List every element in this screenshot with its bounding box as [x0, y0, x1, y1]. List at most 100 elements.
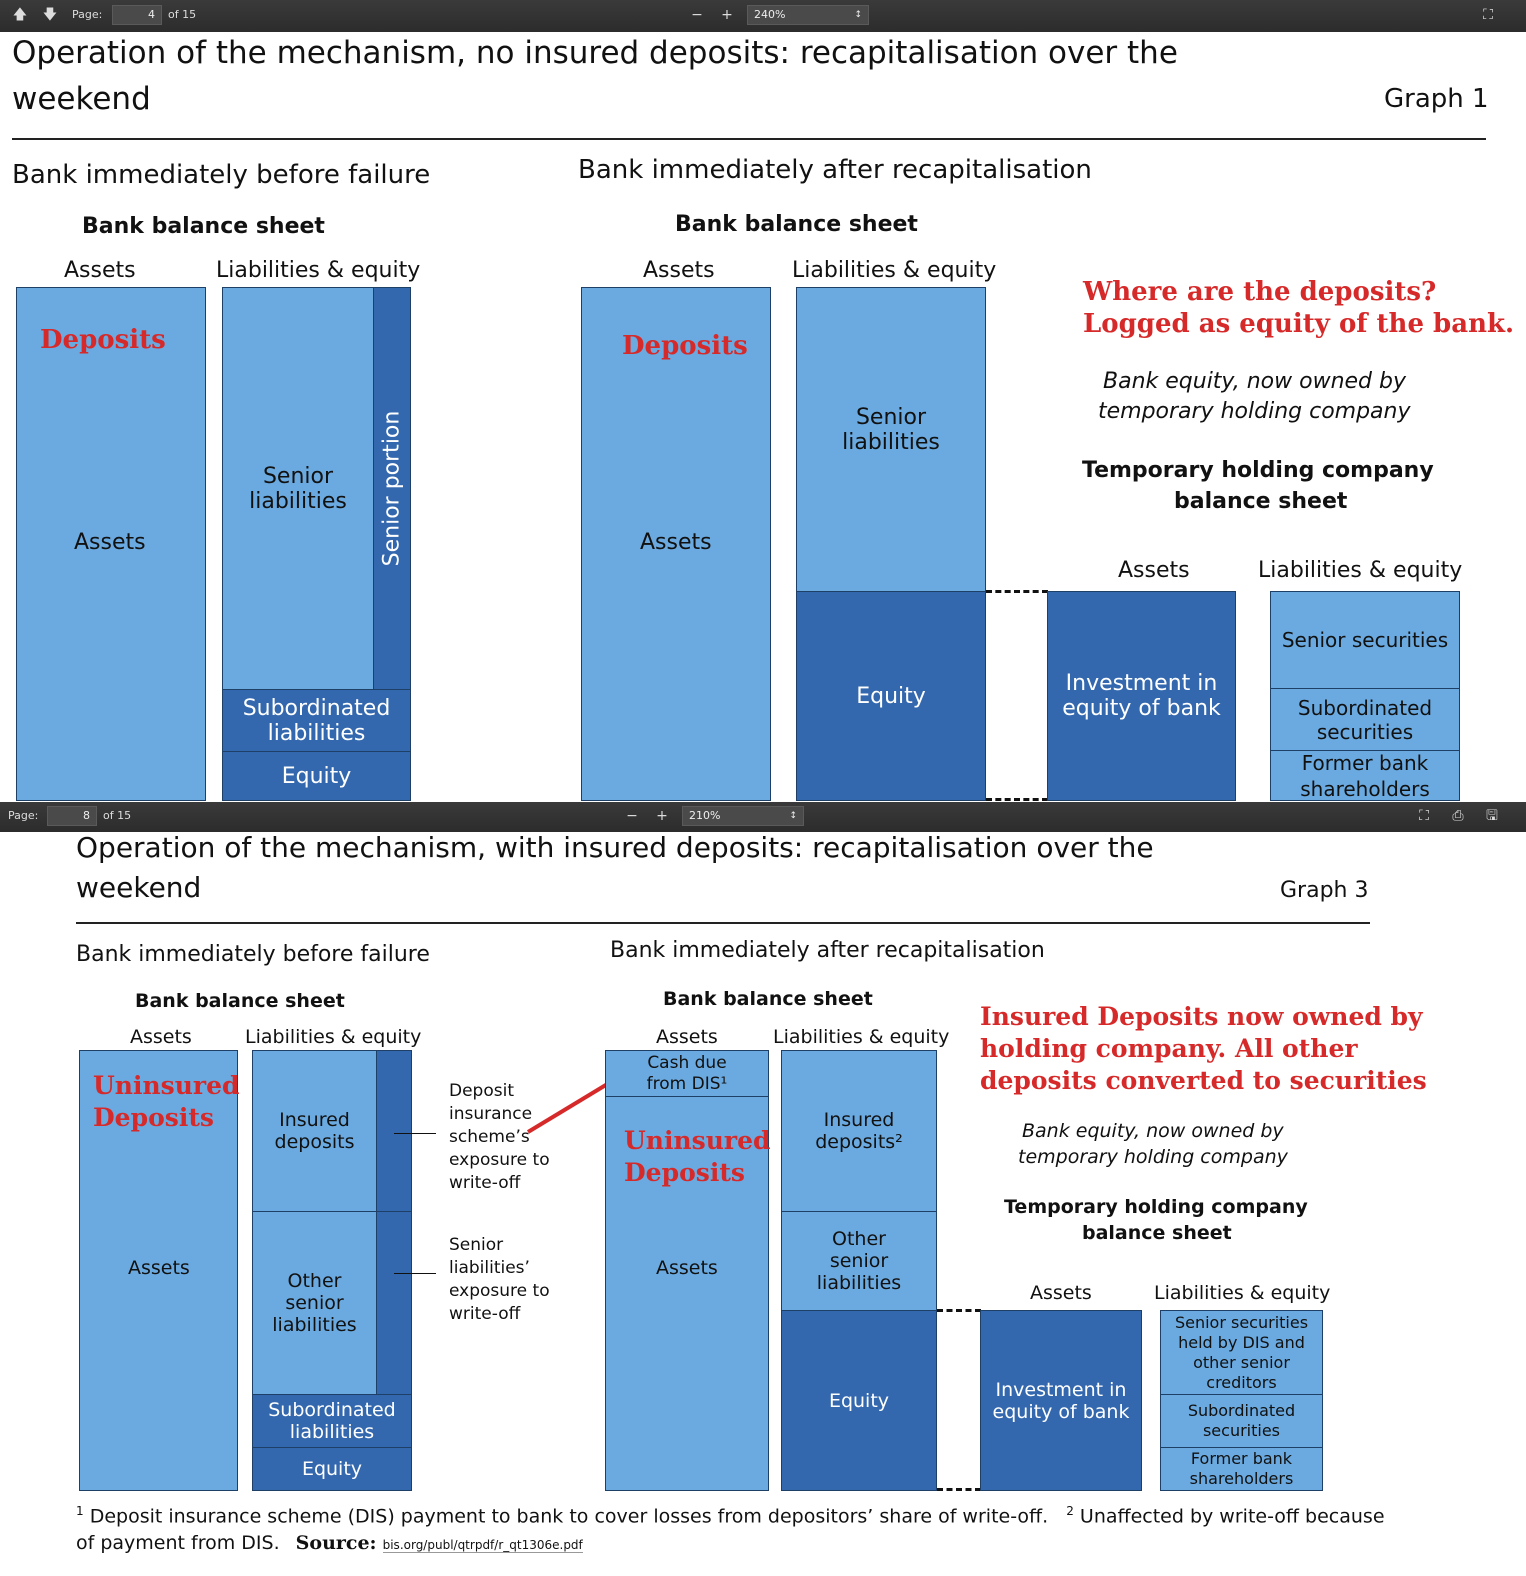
graph1-before-heading: Bank immediately before failure — [12, 160, 431, 190]
graph1-liab-label-after: Liabilities & equity — [792, 258, 997, 283]
graph1-after-heading: Bank immediately after recapitalisation — [578, 155, 1092, 185]
graph3-thc-liab-label: Liabilities & equity — [1154, 1282, 1331, 1304]
pdf-toolbar-top: 🡅 🡇 Page: 4 of 15 − + 240% ↕ ⛶ — [0, 0, 1526, 32]
graph3-assets-label-after: Assets — [656, 1026, 718, 1048]
graph3-pointer-line-2 — [394, 1273, 436, 1274]
graph1-assets-text-after: Assets — [640, 530, 712, 555]
arrow-down-icon[interactable]: 🡇 — [42, 7, 58, 23]
graph3-liab-label-before: Liabilities & equity — [245, 1026, 422, 1048]
graph3-assets-block-before — [79, 1050, 238, 1491]
graph1-assets-text-before: Assets — [74, 530, 146, 555]
source-label: Source: — [295, 1532, 377, 1554]
graph1-bs-title-after: Bank balance sheet — [675, 212, 918, 237]
footnote2-marker: 2 — [1066, 1504, 1074, 1518]
fullscreen-icon[interactable]: ⛶ — [1483, 7, 1493, 23]
graph3-equity-after: Equity — [781, 1310, 937, 1491]
graph1-subordinated-securities: Subordinated securities — [1270, 688, 1460, 751]
graph1-label: Graph 1 — [1384, 84, 1489, 114]
graph3-dis-exposure-text: Deposit insurance scheme’s exposure to w… — [449, 1081, 550, 1193]
graph3-assets-text-before: Assets — [128, 1257, 190, 1279]
graph3-note-line1: Insured Deposits now owned by — [980, 1002, 1423, 1031]
page-total: of 15 — [168, 8, 197, 21]
footnote1-text: Deposit insurance scheme (DIS) payment t… — [89, 1505, 1049, 1528]
graph3-insured-deposits-after: Insured deposits² — [781, 1050, 937, 1212]
graph3-thc-title-1: Temporary holding company — [1004, 1196, 1308, 1218]
source-link[interactable]: bis.org/publ/qtrpdf/r_qt1306e.pdf — [382, 1538, 583, 1553]
graph1-thc-title-2: balance sheet — [1174, 489, 1348, 514]
graph1-assets-label-before: Assets — [64, 258, 136, 283]
graph3-after-heading: Bank immediately after recapitalisation — [610, 938, 1045, 963]
graph3-note-line2: holding company. All other — [980, 1034, 1358, 1063]
graph3-thc-assets-label: Assets — [1030, 1282, 1092, 1304]
fullscreen-icon[interactable]: ⛶ — [1419, 808, 1429, 824]
graph3-label: Graph 3 — [1280, 878, 1369, 903]
graph3-bank-equity-note-1: Bank equity, now owned by — [1022, 1120, 1284, 1142]
zoom-select[interactable]: 240% ↕ — [747, 5, 869, 25]
graph3-assets-label-before: Assets — [130, 1026, 192, 1048]
graph3-uninsured-label-before: Uninsured Deposits — [93, 1071, 240, 1132]
graph1-assets-block-after — [581, 287, 771, 801]
graph1-bank-equity-note-1: Bank equity, now owned by — [1103, 369, 1406, 394]
graph1-rule — [12, 138, 1486, 140]
graph3-former-shareholders: Former bank shareholders — [1160, 1447, 1323, 1491]
graph1-assets-label-after: Assets — [643, 258, 715, 283]
graph3-bs-title-after: Bank balance sheet — [663, 988, 873, 1010]
zoom-select[interactable]: 210% ↕ — [682, 806, 804, 826]
graph1-subordinated-before: Subordinated liabilities — [222, 689, 411, 752]
graph3-title-line1: Operation of the mechanism, with insured… — [76, 831, 1154, 864]
graph3-investment-block: Investment in equity of bank — [980, 1310, 1142, 1491]
graph1-investment-block: Investment in equity of bank — [1047, 591, 1236, 801]
graph3-bank-equity-note-2: temporary holding company — [1018, 1146, 1288, 1168]
graph3-insured-deposits-before: Insured deposits — [252, 1050, 377, 1212]
chevron-updown-icon: ↕ — [789, 811, 797, 821]
graph1-note-line2: Logged as equity of the bank. — [1083, 309, 1515, 339]
graph3-assets-block-after — [605, 1096, 769, 1491]
save-icon[interactable]: 🖫 — [1486, 808, 1498, 824]
graph1-liab-label-before: Liabilities & equity — [216, 258, 421, 283]
plus-icon[interactable]: + — [721, 7, 733, 23]
graph3-subordinated-before: Subordinated liabilities — [252, 1394, 412, 1448]
graph3-subordinated-securities: Subordinated securities — [1160, 1394, 1323, 1448]
graph1-senior-liabilities-after: Senior liabilities — [796, 287, 986, 592]
graph3-other-senior-after: Other senior liabilities — [781, 1211, 937, 1311]
graph1-thc-assets-label: Assets — [1118, 558, 1190, 583]
minus-icon[interactable]: − — [626, 808, 638, 824]
pdf-toolbar-middle: Page: 8 of 15 − + 210% ↕ ⛶ ⎙ 🖫 — [0, 802, 1526, 832]
graph3-dash-top — [937, 1309, 981, 1312]
graph3-liab-label-after: Liabilities & equity — [773, 1026, 950, 1048]
graph3-other-senior-before: Other senior liabilities — [252, 1211, 377, 1395]
footnote2-text: Unaffected by write-off because — [1079, 1505, 1385, 1528]
page-number-input[interactable]: 8 — [47, 806, 97, 826]
graph1-former-shareholders: Former bank shareholders — [1270, 750, 1460, 801]
graph1-bs-title-before: Bank balance sheet — [82, 214, 325, 239]
graph3-before-heading: Bank immediately before failure — [76, 942, 430, 967]
graph3-dash-bottom — [937, 1488, 981, 1491]
print-icon[interactable]: ⎙ — [1452, 808, 1464, 824]
graph3-pointer-line-1 — [394, 1133, 436, 1134]
graph3-senior-securities: Senior securities held by DIS and other … — [1160, 1310, 1323, 1395]
graph1-thc-liab-label: Liabilities & equity — [1258, 558, 1463, 583]
graph3-note-line3: deposits converted to securities — [980, 1066, 1427, 1095]
graph1-senior-liabilities-before: Senior liabilities — [222, 287, 374, 690]
page-number-input[interactable]: 4 — [112, 5, 162, 25]
footnote-line2-text: of payment from DIS. — [76, 1532, 280, 1554]
graph1-thc-title-1: Temporary holding company — [1082, 458, 1434, 483]
plus-icon[interactable]: + — [656, 808, 668, 824]
graph1-equity-after: Equity — [796, 591, 986, 801]
arrow-up-icon[interactable]: 🡅 — [12, 7, 28, 23]
footnote1-marker: 1 — [76, 1504, 84, 1518]
graph3-assets-text-after: Assets — [656, 1257, 718, 1279]
page-label: Page: — [8, 809, 39, 822]
graph3-senior-exposure-text: Senior liabilities’ exposure to write-of… — [449, 1235, 550, 1324]
graph1-senior-securities: Senior securities — [1270, 591, 1460, 689]
graph3-footnote-line2: of payment from DIS. Source: bis.org/pub… — [76, 1532, 583, 1554]
graph1-bank-equity-note-2: temporary holding company — [1098, 399, 1411, 424]
graph3-bs-title-before: Bank balance sheet — [135, 990, 345, 1012]
graph3-footnote-line1: 1 Deposit insurance scheme (DIS) payment… — [76, 1504, 1385, 1527]
graph1-senior-portion: Senior portion — [373, 287, 411, 690]
graph3-cash-due-block: Cash due from DIS¹ — [605, 1050, 769, 1097]
graph3-thc-title-2: balance sheet — [1082, 1222, 1232, 1244]
graph3-senior-portion-upper — [376, 1050, 412, 1212]
minus-icon[interactable]: − — [691, 7, 703, 23]
graph1-note-line1: Where are the deposits? — [1083, 277, 1437, 307]
